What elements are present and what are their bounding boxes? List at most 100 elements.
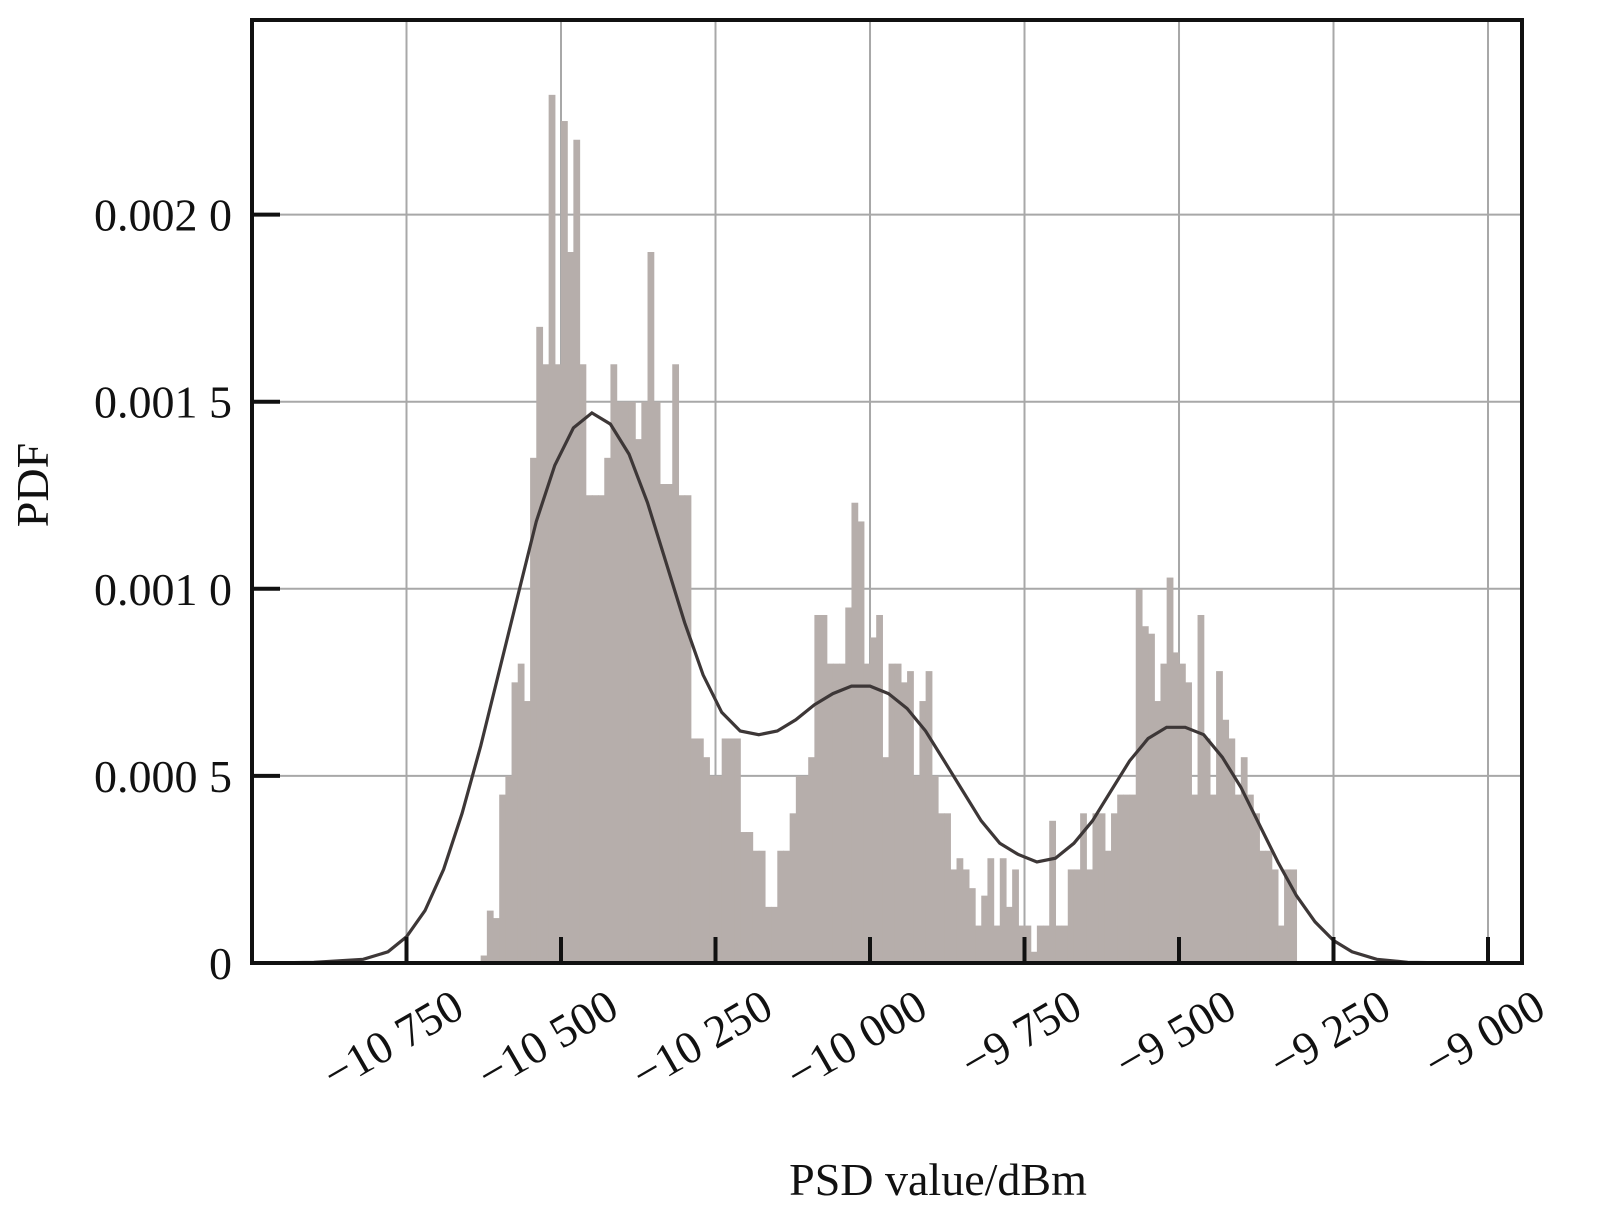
histogram-bar [1290,869,1298,963]
histogram-bar [1172,652,1180,963]
tick-marks [252,212,1491,963]
histogram-bar [950,869,958,963]
histogram-bar [1265,850,1273,963]
histogram-bar [585,495,593,963]
histogram-bar [1055,925,1063,963]
histogram-bars [480,94,1298,964]
histogram-bar [641,401,649,963]
histogram-bar [1166,577,1174,963]
histogram-bar [777,850,785,963]
histogram-bar [783,850,791,963]
histogram-bar [944,813,951,963]
histogram-bar [845,607,853,963]
histogram-bar [1024,925,1032,963]
histogram-bar [802,775,809,963]
histogram-bar [1080,813,1087,963]
density-curve [264,410,1513,965]
histogram-bar [740,832,748,963]
histogram-bar [1061,925,1069,963]
histogram-bar [1135,588,1143,963]
histogram-bar [1185,682,1192,963]
histogram-bar [1098,813,1106,963]
histogram-bar [579,364,587,963]
histogram-bar [907,671,914,963]
histogram-bar [900,682,908,963]
plot-frame [250,18,1524,965]
histogram-bar [1141,626,1149,963]
histogram-bar [931,775,939,963]
histogram-bar [1043,925,1050,963]
histogram-bar [1067,869,1075,963]
histogram-bar [709,775,717,963]
histogram-bar [1148,633,1155,963]
y-tick-label: 0 [209,938,232,989]
histogram-bar [734,738,741,963]
histogram-bar [808,757,815,963]
histogram-bar [628,401,636,963]
histogram-bar [981,895,989,963]
histogram-bar [789,813,797,963]
histogram-bar [758,850,766,963]
histogram-bar [1018,925,1026,963]
histogram-bar [1154,701,1162,963]
histogram-bar [925,671,933,963]
y-tick-labels: 0 0.000 5 0.001 0 0.001 5 0.002 0 [94,190,232,989]
histogram-bar [1111,813,1118,963]
histogram-bar [993,925,1001,963]
histogram-bar [1030,951,1038,963]
histogram-bar [1253,813,1260,963]
histogram-bar [1012,869,1019,963]
histogram-bar [1228,738,1236,963]
histogram-bar [1179,663,1186,963]
histogram-bar [826,663,834,963]
histogram-bar [499,794,506,963]
histogram-bar [1246,794,1254,963]
histogram-bar [1284,869,1291,963]
y-tick-label: 0.000 5 [94,751,232,802]
histogram-bar [839,663,846,963]
histogram-bar [795,775,803,963]
histogram-bar [635,439,642,964]
histogram-bar [752,850,760,963]
histogram-bar [659,484,667,963]
histogram-bar [937,813,945,963]
histogram-bar [987,858,995,963]
histogram-bar [486,910,494,963]
histogram-bar [975,925,982,963]
histogram-bar [863,663,871,963]
histogram-bar [1073,869,1081,963]
histogram-bar [1005,906,1013,963]
histogram-bar [647,252,655,963]
histogram-bar [876,614,883,963]
histogram-bar [696,738,704,963]
histogram-bar [561,121,568,964]
histogram-bar [1271,869,1279,963]
histogram-bar [1259,850,1267,963]
histogram-bar [1086,869,1094,963]
histogram-bar [1049,820,1057,963]
histogram-bar [610,364,618,963]
histogram-bar [956,858,964,963]
histogram-bar [567,252,574,963]
histogram-bar [511,682,519,963]
histogram-bar [616,401,624,963]
histogram-bar [1203,738,1211,963]
x-axis-title: PSD value/dBm [789,1154,1087,1205]
histogram-bar [894,663,902,963]
histogram-bar [1104,850,1112,963]
histogram-bar [1197,614,1205,963]
y-tick-label: 0.001 5 [94,377,232,428]
histogram-bar [919,701,927,963]
histogram-bar [962,869,970,963]
histogram-bar [505,775,513,963]
histogram-bar [1092,813,1100,963]
histogram-bar [1036,925,1044,963]
histogram-bar [857,521,865,963]
histogram-bar [851,502,859,963]
histogram-bar [622,401,630,963]
histogram-bar [999,858,1007,963]
histogram-bar [1209,794,1217,963]
histogram-bar [672,364,680,963]
